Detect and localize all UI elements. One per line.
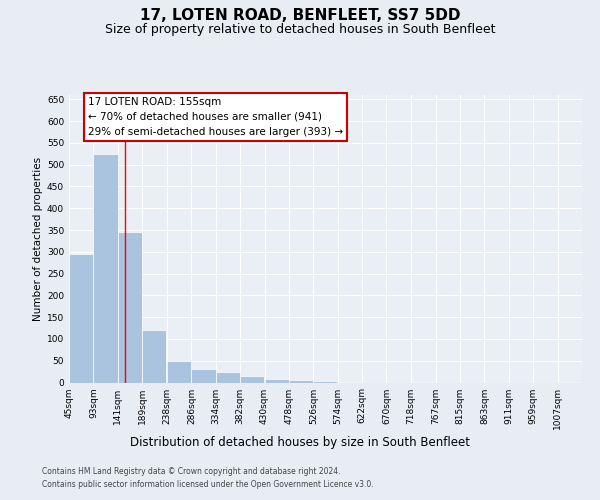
Bar bbox=[142, 330, 166, 382]
Text: Contains public sector information licensed under the Open Government Licence v3: Contains public sector information licen… bbox=[42, 480, 374, 489]
Text: 17, LOTEN ROAD, BENFLEET, SS7 5DD: 17, LOTEN ROAD, BENFLEET, SS7 5DD bbox=[140, 8, 460, 22]
Bar bbox=[216, 372, 240, 382]
Text: Distribution of detached houses by size in South Benfleet: Distribution of detached houses by size … bbox=[130, 436, 470, 449]
Bar bbox=[240, 376, 265, 382]
Text: Size of property relative to detached houses in South Benfleet: Size of property relative to detached ho… bbox=[105, 22, 495, 36]
Text: Contains HM Land Registry data © Crown copyright and database right 2024.: Contains HM Land Registry data © Crown c… bbox=[42, 467, 341, 476]
Bar bbox=[118, 232, 142, 382]
Bar bbox=[69, 254, 93, 382]
Y-axis label: Number of detached properties: Number of detached properties bbox=[33, 156, 43, 321]
Text: 17 LOTEN ROAD: 155sqm
← 70% of detached houses are smaller (941)
29% of semi-det: 17 LOTEN ROAD: 155sqm ← 70% of detached … bbox=[88, 97, 343, 136]
Bar bbox=[167, 360, 191, 382]
Bar bbox=[94, 154, 118, 382]
Bar bbox=[289, 380, 313, 382]
Bar bbox=[313, 381, 337, 382]
Bar bbox=[265, 379, 289, 382]
Bar bbox=[191, 370, 215, 382]
